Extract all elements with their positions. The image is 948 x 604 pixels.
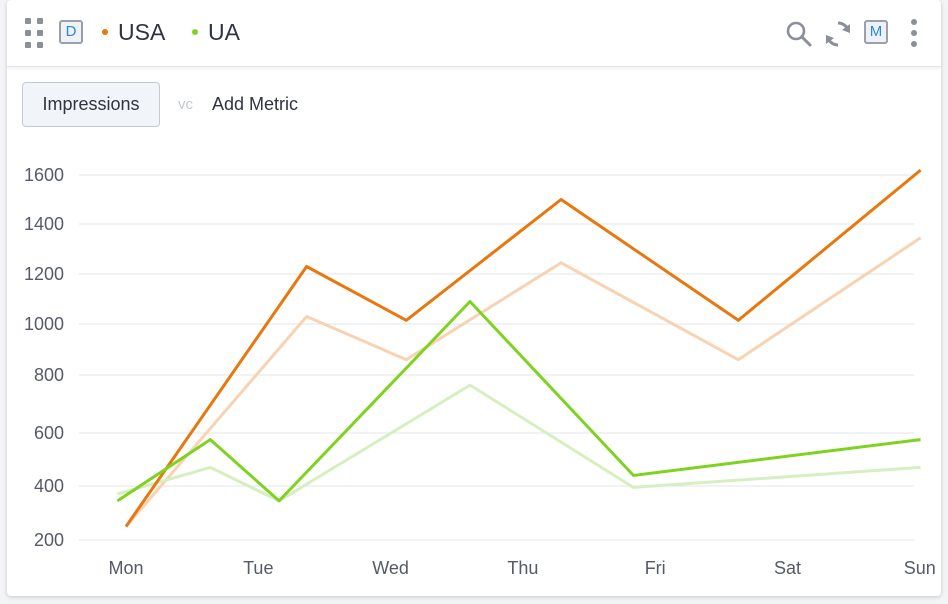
- legend-item-ua[interactable]: UA: [192, 18, 240, 46]
- legend-item-usa[interactable]: USA: [102, 18, 165, 46]
- drag-handle-icon[interactable]: [25, 18, 45, 48]
- x-tick-label: Mon: [108, 558, 143, 578]
- series-line-usa-vc[interactable]: [124, 236, 922, 528]
- legend-label-ua: UA: [208, 18, 240, 45]
- series-line-ua[interactable]: [116, 300, 921, 503]
- dashboard-badge[interactable]: D: [59, 20, 83, 44]
- x-tick-label: Thu: [507, 558, 538, 578]
- y-tick-label: 200: [34, 530, 64, 550]
- y-tick-label: 600: [34, 423, 64, 443]
- more-badge[interactable]: M: [864, 20, 888, 44]
- legend-label-usa: USA: [118, 18, 166, 45]
- widget-card: D USA UA M Impressions vc Add Metric: [7, 0, 941, 596]
- x-tick-label: Tue: [243, 558, 273, 578]
- y-tick-label: 400: [34, 476, 64, 496]
- vs-label: vc: [178, 96, 193, 113]
- x-tick-label: Sat: [774, 558, 801, 578]
- y-tick-label: 800: [34, 365, 64, 385]
- x-tick-label: Fri: [645, 558, 666, 578]
- legend-dot-usa: [102, 29, 108, 35]
- widget-header: D USA UA M: [7, 0, 941, 67]
- x-tick-label: Wed: [372, 558, 409, 578]
- line-chart: 1600 1400 1200 1000 800 600 400 200 Mon Tue Wed Th…: [24, 165, 936, 578]
- refresh-icon[interactable]: [822, 18, 854, 50]
- more-vertical-icon[interactable]: [907, 18, 921, 48]
- y-tick-label: 1600: [24, 165, 64, 185]
- series-line-usa[interactable]: [124, 168, 922, 528]
- add-metric-button[interactable]: Add Metric: [212, 94, 299, 114]
- series-line-ua-vc[interactable]: [116, 383, 921, 503]
- x-tick-label: Sun: [904, 558, 936, 578]
- y-tick-label: 1400: [24, 214, 64, 234]
- metric-selector-button[interactable]: Impressions: [22, 82, 160, 127]
- y-tick-label: 1200: [24, 264, 64, 284]
- y-tick-label: 1000: [24, 314, 64, 334]
- search-icon[interactable]: [785, 20, 813, 48]
- legend-dot-ua: [192, 29, 198, 35]
